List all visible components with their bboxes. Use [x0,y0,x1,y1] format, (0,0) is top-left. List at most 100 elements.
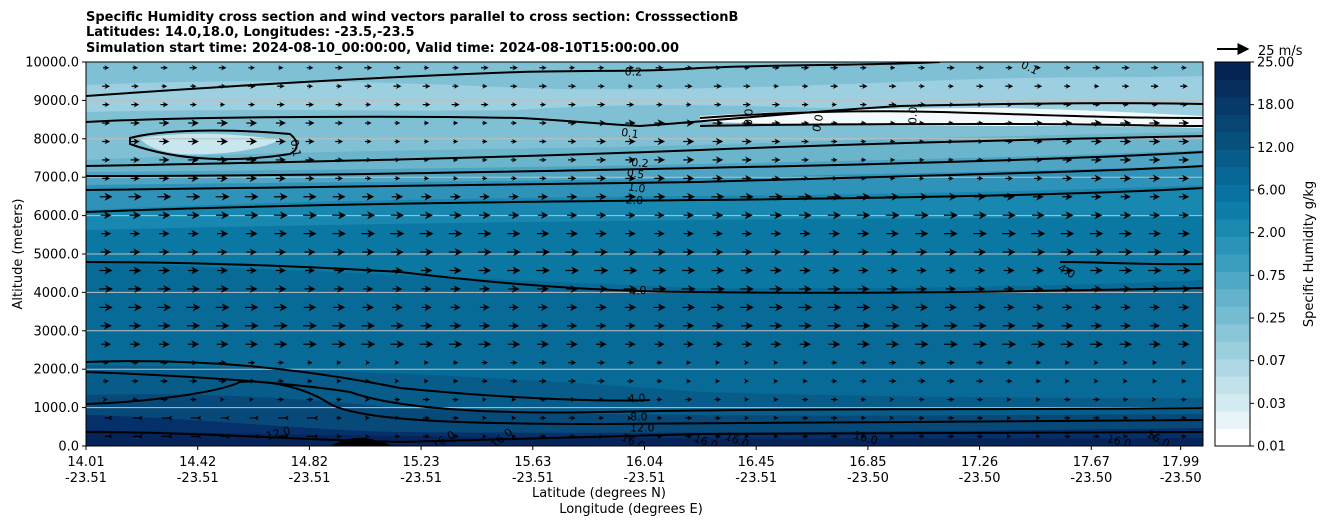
wind-vector [390,229,405,238]
wind-vector [1091,321,1103,330]
wind-vector [332,211,347,220]
wind-vector [273,321,288,330]
x-tick-label-lat: 17.99 [1162,455,1199,470]
wind-vector [216,211,230,220]
wind-vector [336,360,342,366]
wind-vector [132,415,143,421]
wind-vector [917,378,926,384]
wind-vector [976,175,984,181]
wind-vector [919,175,925,181]
wind-vector [479,303,490,311]
wind-vector [510,120,518,126]
wind-vector [244,192,259,201]
wind-vector [188,156,199,164]
wind-vector [217,266,228,275]
wind-vector [945,266,957,275]
x-tick-label-lat: 14.82 [291,455,328,470]
wind-vector [656,360,663,366]
wind-vector [539,120,547,126]
y-tick-label: 10000.0 [25,56,79,71]
wind-vector [742,138,752,145]
wind-vector [130,138,140,145]
wind-vector [974,266,986,275]
wind-vector [157,192,172,201]
wind-vector [773,83,779,89]
wind-vector [1032,192,1044,201]
wind-vector [305,175,315,182]
wind-vector [450,285,461,293]
wind-vector [773,415,779,421]
wind-vector [773,397,779,403]
wind-vector [361,211,376,220]
wind-vector [1031,229,1046,238]
wind-vector [627,83,634,89]
wind-vector [654,340,665,348]
wind-vector [714,65,721,71]
wind-vector [220,433,230,439]
wind-vector [1063,101,1072,108]
wind-vector [1122,360,1128,366]
wind-vector [536,229,550,238]
contour-line-4.0-lower [86,360,651,402]
wind-vector [886,340,900,349]
wind-vector [799,229,811,238]
wind-vector [770,340,782,349]
wind-vector [655,64,664,71]
wind-vector [1119,266,1133,275]
wind-vector [568,433,576,439]
wind-vector [886,303,900,312]
wind-vector [947,378,955,384]
wind-vector [712,248,724,256]
wind-vector [1122,102,1129,108]
wind-vector [567,211,578,219]
wind-vector [860,397,867,403]
wind-vector [887,248,899,256]
wind-vector [915,229,929,238]
wind-vector [1181,65,1187,71]
wind-vector [189,64,198,71]
wind-vector [566,229,579,238]
wind-vector [394,360,400,366]
wind-vector [160,397,168,403]
wind-vector [1035,360,1042,366]
wind-vector [714,415,722,421]
wind-vector [801,157,810,163]
wind-vector [889,415,895,421]
wind-vector [1034,138,1043,145]
wind-vector [974,192,987,201]
wind-vector [799,340,811,349]
wind-vector [510,378,518,384]
wind-vector [248,397,254,403]
wind-vector [742,174,752,182]
wind-vector [1178,156,1190,164]
quiver-key: 25 m/s [1217,43,1303,59]
wind-vector [568,102,576,108]
wind-vector [1060,229,1075,238]
wind-vector [743,101,751,108]
x-tick-label-lat: 14.42 [179,455,216,470]
wind-vector [536,248,551,257]
band-upper-white [700,108,1203,128]
wind-vector [1062,303,1073,311]
wind-vector [857,229,870,238]
wind-vector [568,138,577,145]
wind-vector [277,433,289,439]
wind-vector [1178,211,1190,219]
wind-vector [943,211,958,220]
colorbar-tick-label: 6.00 [1257,184,1286,199]
wind-vector [741,340,753,348]
wind-vector [506,248,521,257]
wind-vector [1093,415,1101,421]
wind-vector [336,433,342,439]
wind-vector [712,137,724,146]
wind-vector [1064,397,1071,403]
wind-vector [890,138,896,144]
wind-vector [130,340,141,348]
colorbar-band [1215,79,1250,98]
wind-vector [1151,415,1157,421]
wind-vector [744,433,750,439]
wind-vector [1148,284,1161,293]
x-tick-label-lon: -23.50 [1070,471,1112,486]
wind-vector [799,266,811,275]
wind-vector [448,340,463,349]
